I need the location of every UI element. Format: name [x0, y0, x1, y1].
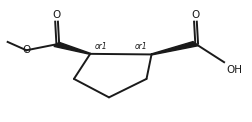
- Text: O: O: [52, 10, 60, 20]
- Text: or1: or1: [94, 42, 107, 51]
- Polygon shape: [54, 42, 90, 54]
- Text: O: O: [22, 45, 30, 55]
- Text: OH: OH: [226, 65, 242, 75]
- Polygon shape: [150, 42, 197, 55]
- Text: O: O: [191, 10, 199, 20]
- Text: or1: or1: [134, 42, 146, 51]
